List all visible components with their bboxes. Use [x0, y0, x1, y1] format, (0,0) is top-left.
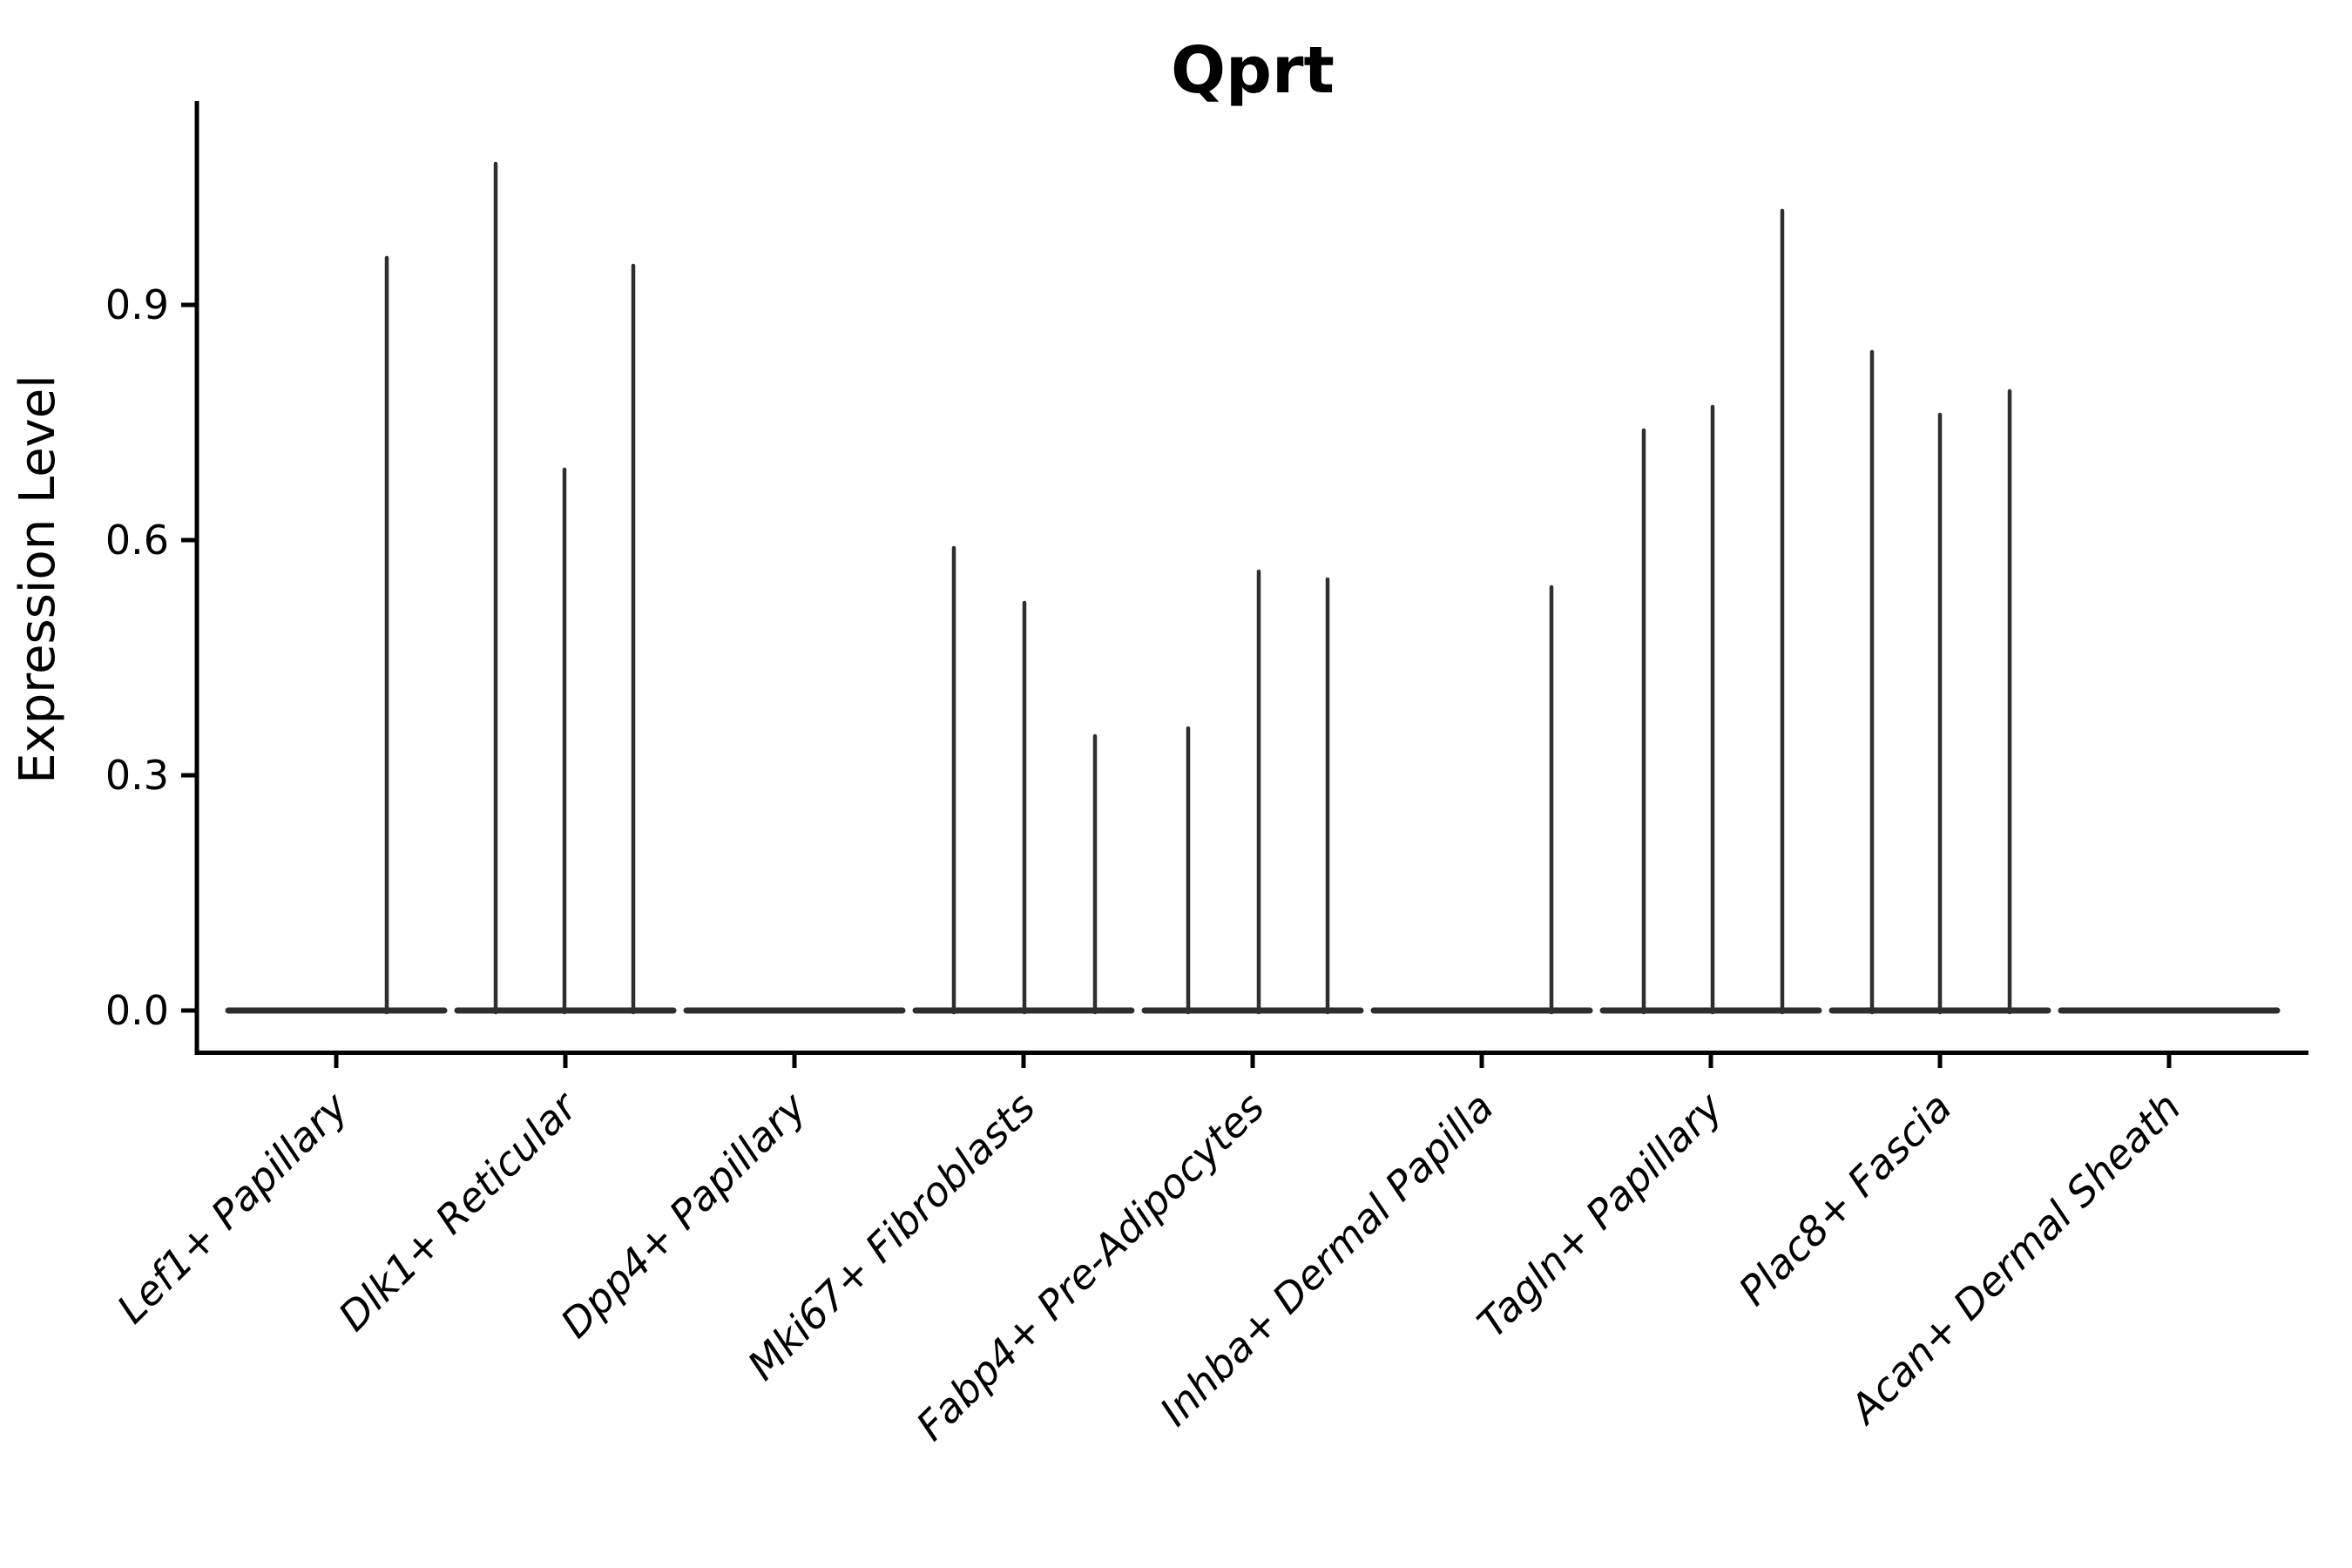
y-tick-label: 0.0	[105, 987, 169, 1034]
violin	[1370, 585, 1593, 1015]
y-tick-label: 0.9	[105, 281, 169, 328]
violin	[225, 255, 448, 1015]
plot-title: Qprt	[1171, 33, 1335, 108]
violin	[912, 545, 1135, 1015]
x-tick-label: Dlk1+ Reticular	[329, 1081, 588, 1340]
x-tick-label: Tagln+ Papillary	[1468, 1083, 1732, 1347]
violin	[454, 161, 677, 1015]
y-tick-label: 0.6	[105, 517, 169, 564]
violin	[1828, 349, 2051, 1015]
x-tick-label: Lef1+ Papillary	[108, 1083, 357, 1332]
axis-spines	[194, 101, 2308, 1055]
y-axis-label: Expression Level	[10, 375, 66, 784]
x-tick-label: Plac8+ Fascia	[1729, 1084, 1960, 1315]
violin	[1599, 208, 1822, 1015]
y-axis-ticks: 0.0 0.3 0.6 0.9	[105, 281, 197, 1034]
x-tick-label: Dpp4+ Papillary	[551, 1083, 815, 1347]
violin	[1141, 569, 1364, 1015]
y-tick-label: 0.3	[105, 752, 169, 799]
violins-layer	[225, 161, 2281, 1015]
